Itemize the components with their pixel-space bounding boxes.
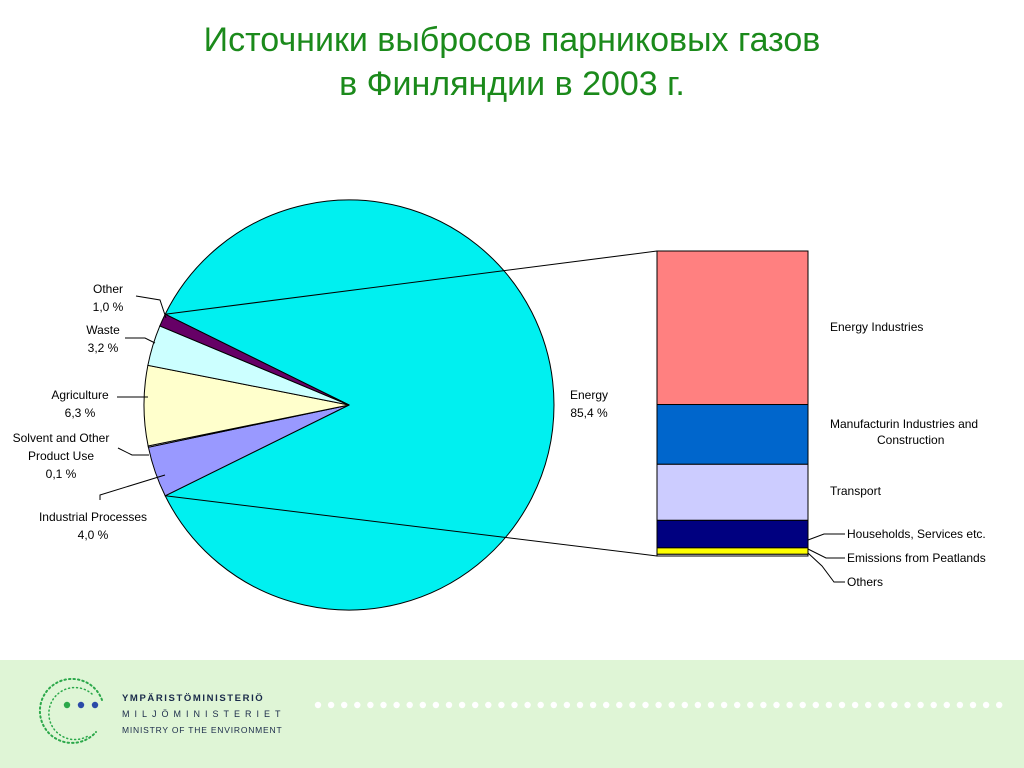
pie-label-industrial-processes: Industrial Processes 4,0 %: [39, 510, 147, 542]
decorative-dot: [576, 701, 584, 709]
bar-segment-emissions-from-peatlands: [656, 547, 809, 555]
leader-line-waste: [125, 337, 156, 344]
decorative-dot: [812, 701, 819, 709]
pie-label-solvent-and-other-product-use: Solvent and Other Product Use 0,1 %: [13, 431, 110, 481]
leader-line-households: [807, 533, 845, 541]
decorative-dot: [589, 701, 597, 709]
ministry-name-sv: MILJÖMINISTERIET: [122, 709, 286, 719]
ministry-logo-icon: [38, 677, 103, 744]
decorative-dot: [799, 701, 806, 709]
decorative-dot: [393, 701, 400, 709]
bar-label-households-services-etc: Households, Services etc.: [847, 527, 986, 541]
bar-segment-energy-industries: [656, 250, 809, 406]
decorative-dot: [367, 701, 374, 709]
pie-label-energy: Energy 85,4 %: [570, 388, 608, 420]
decorative-dot: [878, 701, 885, 709]
decorative-dot: [537, 701, 544, 709]
decorative-dot: [996, 701, 1003, 709]
decorative-dot: [982, 701, 990, 709]
decorative-dot: [406, 701, 413, 709]
decorative-dot: [655, 701, 662, 709]
decorative-dot: [747, 701, 754, 709]
ministry-name-fi: YMPÄRISTÖMINISTERIÖ: [122, 693, 265, 704]
decorative-dot: [720, 701, 728, 709]
bar-label-others: Others: [847, 575, 883, 589]
decorative-dot: [851, 701, 859, 709]
decorative-dot: [681, 701, 688, 709]
bar-label-transport: Transport: [830, 484, 882, 498]
decorative-dot: [668, 701, 675, 709]
bar-label-manufacturin-industries-and-construction: Manufacturin Industries and Construction: [830, 417, 978, 447]
leader-line-other: [135, 295, 167, 319]
emissions-chart: Energy 85,4 % Industrial Processes 4,0 % Sol…: [13, 199, 986, 611]
bar-segment-households-services-etc: [656, 519, 809, 549]
bar-segment-manufacturin-industries-and-construction: [656, 404, 809, 465]
decorative-dot: [616, 701, 623, 709]
decorative-dot: [314, 701, 322, 709]
decorative-dot: [930, 701, 937, 709]
decorative-dot-row: [314, 701, 1003, 709]
decorative-dot: [694, 701, 702, 709]
decorative-dot: [445, 701, 453, 709]
pie-label-other: Other 1,0 %: [93, 282, 124, 314]
title-line-2: в Финляндии в 2003 г.: [339, 65, 685, 103]
decorative-dot: [327, 701, 335, 709]
connector-line-top: [165, 250, 658, 315]
decorative-dot: [341, 701, 348, 709]
decorative-dot: [380, 701, 387, 709]
decorative-dot: [956, 701, 964, 709]
decorative-dot: [485, 701, 492, 709]
decorative-dot: [642, 701, 649, 709]
decorative-dot: [838, 701, 846, 709]
decorative-dot: [629, 701, 636, 709]
leader-line-peatlands: [807, 548, 845, 559]
leader-line-industrial-processes: [99, 474, 166, 500]
decorative-dot: [943, 701, 950, 709]
decorative-dot: [498, 701, 505, 709]
decorative-dot: [524, 701, 531, 709]
pie-label-agriculture: Agriculture 6,3 %: [51, 388, 109, 420]
title-line-1: Источники выбросов парниковых газов: [203, 21, 821, 59]
decorative-dot: [786, 701, 793, 709]
decorative-dot: [734, 701, 741, 709]
pie-label-waste: Waste 3,2 %: [86, 323, 120, 355]
bar-segment-others: [656, 553, 809, 557]
decorative-dot: [419, 701, 426, 709]
footer-band: YMPÄRISTÖMINISTERIÖ MILJÖMINISTERIET MIN…: [0, 660, 1024, 768]
bar-label-emissions-from-peatlands: Emissions from Peatlands: [847, 551, 986, 565]
decorative-dot: [917, 701, 924, 709]
decorative-dot: [825, 701, 833, 709]
decorative-dot: [969, 701, 977, 709]
slide-title: Источники выбросов парниковых газов в Фи…: [0, 18, 1024, 106]
decorative-dot: [865, 701, 872, 709]
decorative-dot: [354, 701, 361, 709]
ministry-name-en: MINISTRY OF THE ENVIRONMENT: [122, 725, 283, 735]
decorative-dot: [707, 701, 715, 709]
decorative-dot: [891, 701, 898, 709]
bar-label-energy-industries: Energy Industries: [830, 320, 923, 334]
decorative-dot: [472, 701, 479, 709]
decorative-dot: [432, 701, 440, 709]
leader-line-others: [807, 552, 845, 583]
decorative-dot: [773, 701, 780, 709]
bar-segment-transport: [656, 463, 809, 521]
decorative-dot: [458, 701, 466, 709]
decorative-dot: [511, 701, 518, 709]
decorative-dot: [904, 701, 911, 709]
decorative-dot: [760, 701, 767, 709]
decorative-dot: [603, 701, 610, 709]
connector-line-bottom: [165, 495, 658, 557]
decorative-dot: [550, 701, 557, 709]
leader-line-solvent: [117, 447, 149, 456]
decorative-dot: [563, 701, 571, 709]
ministry-logo-graphic: [38, 677, 1003, 744]
